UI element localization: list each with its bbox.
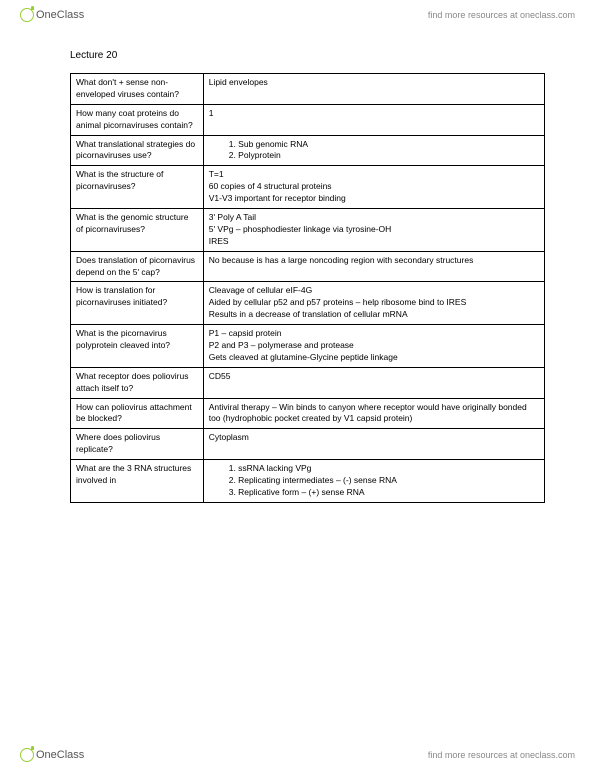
answer-cell: 1 xyxy=(203,104,544,135)
answer-line: Lipid envelopes xyxy=(209,77,539,89)
answer-line: Gets cleaved at glutamine-Glycine peptid… xyxy=(209,352,539,364)
document-content: Lecture 20 What don't + sense non-envelo… xyxy=(0,30,595,503)
answer-cell: CD55 xyxy=(203,367,544,398)
footer-tagline: find more resources at oneclass.com xyxy=(428,750,575,760)
answer-line: P2 and P3 – polymerase and protease xyxy=(209,340,539,352)
table-row: How can poliovirus attachment be blocked… xyxy=(71,398,545,429)
header-logo: OneClass xyxy=(20,8,84,22)
question-cell: What receptor does poliovirus attach its… xyxy=(71,367,204,398)
header-tagline: find more resources at oneclass.com xyxy=(428,10,575,20)
answer-cell: 1. ssRNA lacking VPg2. Replicating inter… xyxy=(203,460,544,503)
question-cell: How is translation for picornaviruses in… xyxy=(71,282,204,325)
lecture-title: Lecture 20 xyxy=(70,50,545,61)
question-cell: What is the genomic structure of picorna… xyxy=(71,209,204,252)
answer-line: Cleavage of cellular eIF-4G xyxy=(209,285,539,297)
question-cell: What is the picornavirus polyprotein cle… xyxy=(71,325,204,368)
answer-cell: Antiviral therapy – Win binds to canyon … xyxy=(203,398,544,429)
question-cell: What don't + sense non-enveloped viruses… xyxy=(71,74,204,105)
table-row: Where does poliovirus replicate? Cytoplas… xyxy=(71,429,545,460)
footer-logo: OneClass xyxy=(20,748,84,762)
table-row: How many coat proteins do animal picorna… xyxy=(71,104,545,135)
answer-cell: 3' Poly A Tail5' VPg – phosphodiester li… xyxy=(203,209,544,252)
question-cell: What are the 3 RNA structures involved i… xyxy=(71,460,204,503)
answer-list-item: 3. Replicative form – (+) sense RNA xyxy=(209,487,539,499)
answer-cell: Cytoplasm xyxy=(203,429,544,460)
table-row: Does translation of picornavirus depend … xyxy=(71,251,545,282)
table-row: What translational strategies do picorna… xyxy=(71,135,545,166)
page-header: OneClass find more resources at oneclass… xyxy=(0,0,595,30)
qa-table: What don't + sense non-enveloped viruses… xyxy=(70,73,545,503)
answer-line: 3' Poly A Tail xyxy=(209,212,539,224)
question-cell: How many coat proteins do animal picorna… xyxy=(71,104,204,135)
answer-line: 5' VPg – phosphodiester linkage via tyro… xyxy=(209,224,539,236)
table-row: What receptor does poliovirus attach its… xyxy=(71,367,545,398)
table-row: What are the 3 RNA structures involved i… xyxy=(71,460,545,503)
question-cell: Where does poliovirus replicate? xyxy=(71,429,204,460)
answer-list-item: 1. Sub genomic RNA xyxy=(209,139,539,151)
answer-cell: Lipid envelopes xyxy=(203,74,544,105)
table-row: What don't + sense non-enveloped viruses… xyxy=(71,74,545,105)
answer-line: V1-V3 important for receptor binding xyxy=(209,193,539,205)
answer-line: CD55 xyxy=(209,371,539,383)
logo-icon xyxy=(20,748,34,762)
answer-line: Antiviral therapy – Win binds to canyon … xyxy=(209,402,539,426)
question-cell: Does translation of picornavirus depend … xyxy=(71,251,204,282)
answer-line: Results in a decrease of translation of … xyxy=(209,309,539,321)
answer-line: T=1 xyxy=(209,169,539,181)
table-row: What is the picornavirus polyprotein cle… xyxy=(71,325,545,368)
answer-line: No because is has a large noncoding regi… xyxy=(209,255,539,267)
answer-list-item: 2. Replicating intermediates – (-) sense… xyxy=(209,475,539,487)
table-row: What is the genomic structure of picorna… xyxy=(71,209,545,252)
answer-line: IRES xyxy=(209,236,539,248)
logo-icon xyxy=(20,8,34,22)
answer-cell: 1. Sub genomic RNA2. Polyprotein xyxy=(203,135,544,166)
question-cell: How can poliovirus attachment be blocked… xyxy=(71,398,204,429)
answer-list-item: 1. ssRNA lacking VPg xyxy=(209,463,539,475)
answer-line: Cytoplasm xyxy=(209,432,539,444)
header-logo-text: OneClass xyxy=(36,9,84,21)
question-cell: What translational strategies do picorna… xyxy=(71,135,204,166)
answer-cell: T=160 copies of 4 structural proteinsV1-… xyxy=(203,166,544,209)
page-footer: OneClass find more resources at oneclass… xyxy=(0,748,595,762)
answer-list-item: 2. Polyprotein xyxy=(209,150,539,162)
footer-logo-text: OneClass xyxy=(36,749,84,761)
answer-cell: P1 – capsid proteinP2 and P3 – polymeras… xyxy=(203,325,544,368)
answer-cell: Cleavage of cellular eIF-4GAided by cell… xyxy=(203,282,544,325)
answer-line: P1 – capsid protein xyxy=(209,328,539,340)
table-row: How is translation for picornaviruses in… xyxy=(71,282,545,325)
table-row: What is the structure of picornaviruses?… xyxy=(71,166,545,209)
answer-line: 60 copies of 4 structural proteins xyxy=(209,181,539,193)
answer-cell: No because is has a large noncoding regi… xyxy=(203,251,544,282)
answer-line: 1 xyxy=(209,108,539,120)
answer-line: Aided by cellular p52 and p57 proteins –… xyxy=(209,297,539,309)
question-cell: What is the structure of picornaviruses? xyxy=(71,166,204,209)
